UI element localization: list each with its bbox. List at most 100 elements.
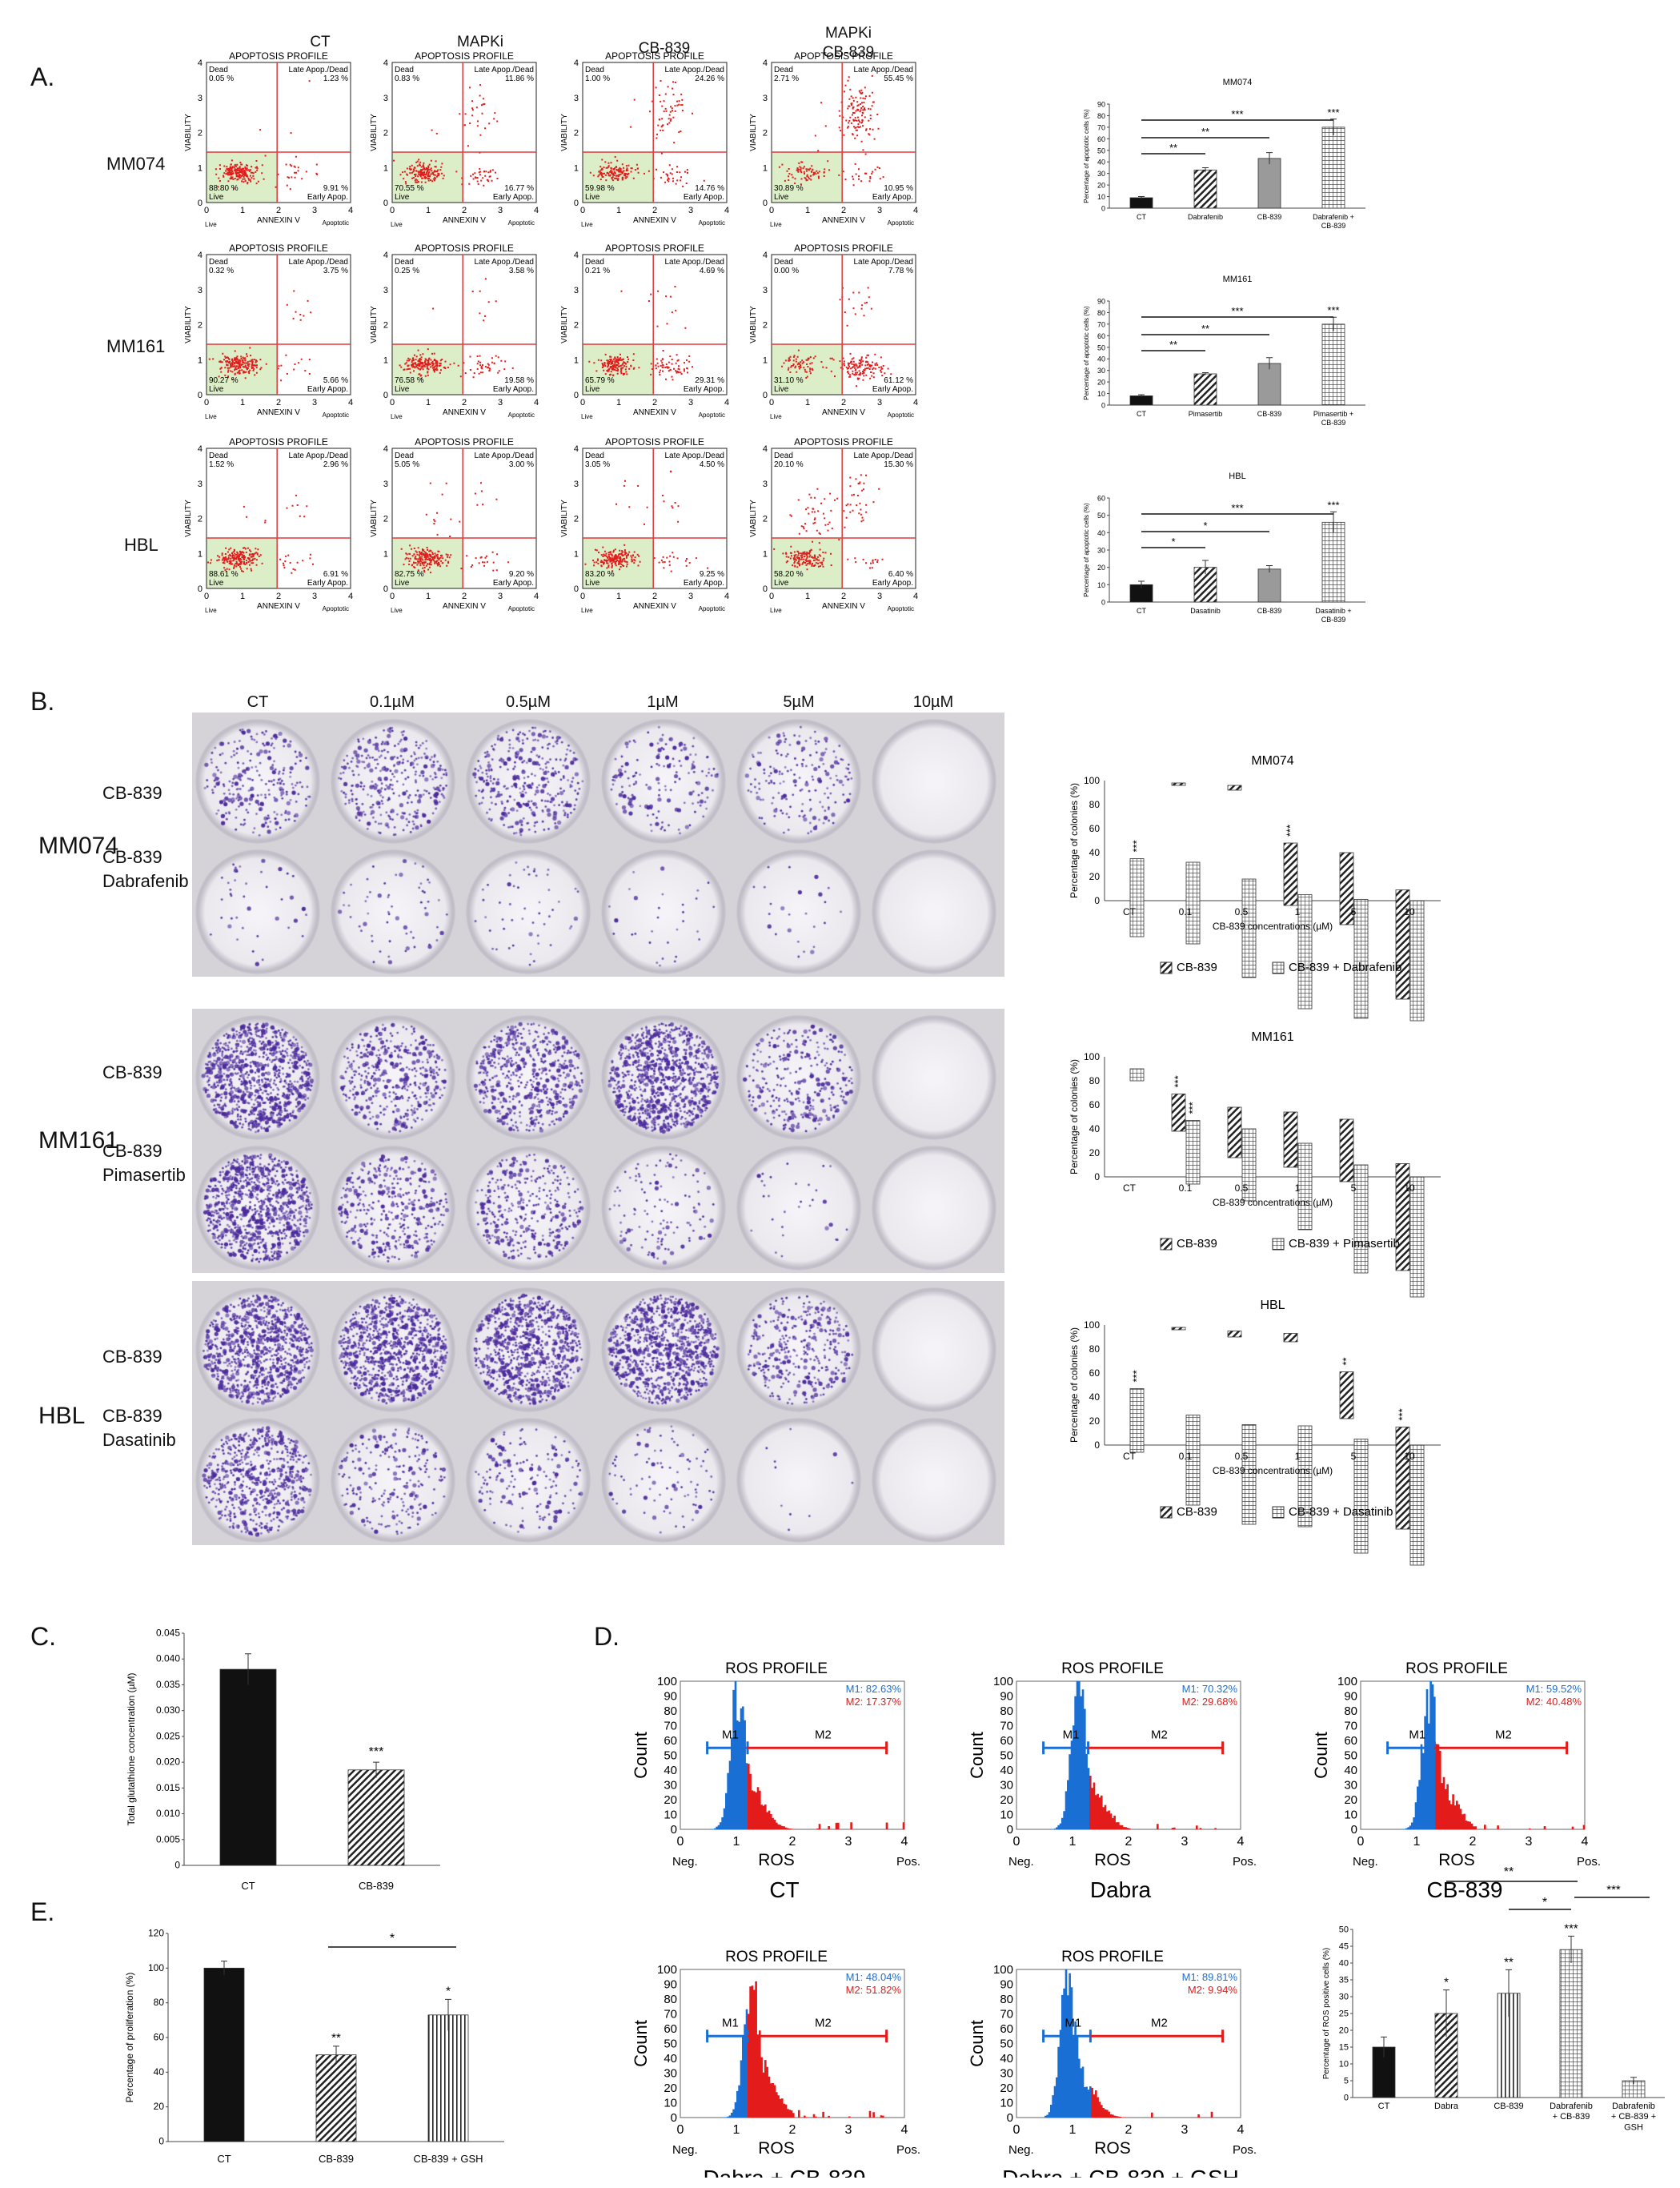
y-axis-label: Percentage of apoptotic cells (%) [1083, 109, 1090, 203]
y-tick: 4 [198, 444, 202, 454]
panel-label-d: D. [594, 1622, 619, 1651]
y-tick: 60 [1000, 2022, 1013, 2036]
y-tick: 90 [1000, 1978, 1013, 1992]
histogram-m1 [1361, 1681, 1436, 1829]
bar-cb839 [1339, 852, 1354, 925]
y-tick-label: 80 [1097, 309, 1105, 317]
y-tick: 0 [1007, 1823, 1013, 1837]
y-tick-label: 50 [1097, 147, 1105, 155]
x-tick: 0 [204, 206, 209, 215]
y-axis-label: VIABILITY [184, 500, 193, 537]
quad-value-live: 70.55 % [395, 184, 424, 193]
x-tick: 0 [1013, 1835, 1020, 1849]
x-tick: 0 [390, 206, 395, 215]
y-tick-label: 60 [154, 2032, 165, 2043]
histogram-m1 [680, 1681, 748, 1829]
quad-label-live: Live [395, 385, 410, 394]
y-tick-label: 20 [1089, 871, 1101, 882]
x-tick: 3 [877, 206, 882, 215]
quad-label-live: Live [774, 579, 789, 588]
sig-mark: *** [1397, 1408, 1409, 1420]
x-tick: 3 [688, 398, 693, 407]
y-tick: 1 [763, 549, 768, 559]
apoptosis-bar-charts: MM074 0 10 20 30 40 50 60 70 80 90 Percentage of ap… [1083, 78, 1365, 624]
y-tick: 3 [383, 94, 388, 103]
y-tick-label: 20 [1097, 182, 1105, 190]
x-axis-label: ANNEXIN V [257, 216, 300, 225]
y-axis-label: VIABILITY [560, 114, 569, 151]
y-tick: 0 [1351, 1823, 1357, 1837]
scatter-frame [582, 62, 728, 203]
y-tick-label: 70 [1097, 123, 1105, 131]
cell-line-label: MM161 [38, 1127, 119, 1154]
chart-title: HBL [1260, 1299, 1285, 1312]
y-tick: 3 [198, 286, 202, 295]
x-axis-right: Apoptotic [888, 219, 914, 227]
y-tick-label: 70 [1097, 320, 1105, 328]
x-tick: 2 [841, 398, 846, 407]
sig-mark: ** [1169, 142, 1177, 154]
y-tick: 0 [763, 584, 768, 594]
sig-mark: *** [1564, 1921, 1578, 1935]
y-tick-label: 0.005 [156, 1833, 180, 1845]
y-tick: 2 [763, 129, 768, 139]
y-tick: 80 [664, 1993, 677, 2006]
error-bar [373, 1761, 379, 1778]
y-tick: 20 [1000, 2082, 1013, 2095]
y-tick: 0 [198, 584, 202, 594]
category-label: CB-839 [1321, 616, 1346, 624]
category-label: CT [1123, 1182, 1137, 1194]
apoptosis-chart-1: MM161 0 10 20 30 40 50 60 70 80 90 Percentage of ap… [1083, 275, 1365, 427]
y-axis-label: Total glutathione concentration (µM) [126, 1672, 137, 1825]
y-axis-label: VIABILITY [370, 500, 379, 537]
x-tick: 2 [1469, 1835, 1477, 1849]
category-label: + CB-839 + [1611, 2112, 1656, 2122]
error-bar [221, 1961, 227, 1975]
quad-label-early: Early Apop. [493, 579, 534, 588]
y-tick-label: 25 [1339, 2009, 1349, 2019]
histogram-m1 [680, 2009, 748, 2118]
x-tick: 0 [204, 592, 209, 601]
y-axis-label: Count [631, 2020, 651, 2067]
bar-cb839 [1283, 842, 1298, 906]
quad-label-late: Late Apop./Dead [474, 66, 534, 74]
sig-mark: *** [1327, 304, 1339, 316]
cond-combo: MAPKi CB-839 [800, 24, 896, 62]
x-axis-left: Live [391, 221, 403, 228]
sig-mark: *** [1187, 1102, 1199, 1114]
y-tick: 40 [1000, 2052, 1013, 2066]
quad-value-dead: 1.00 % [585, 74, 610, 83]
quad-value-late: 11.86 % [505, 74, 534, 83]
quad-label-early: Early Apop. [872, 193, 913, 202]
quad-label-late: Late Apop./Dead [474, 258, 534, 267]
y-axis-label: VIABILITY [560, 306, 569, 343]
legend-label-combo: CB-839 + Dasatinib [1289, 1505, 1393, 1519]
category-label: CT [1137, 410, 1146, 418]
x-tick: 2 [1125, 2123, 1133, 2137]
x-axis-left: Live [770, 221, 782, 228]
x-tick: 3 [312, 206, 317, 215]
histogram-m2 [1089, 1776, 1241, 1829]
histogram-m1 [1016, 1681, 1090, 1829]
gate-m2-label: M2 [1151, 2016, 1168, 2029]
error-bar [1266, 152, 1273, 165]
bar-0 [1129, 197, 1153, 209]
quad-value-live: 82.75 % [395, 570, 424, 579]
quad-value-dead: 0.00 % [774, 267, 799, 275]
x-tick: 4 [901, 2123, 908, 2137]
category-label: 0.5 [1235, 906, 1249, 917]
y-tick-label: 0 [1101, 205, 1105, 213]
quad-value-late: 7.78 % [888, 267, 913, 275]
y-tick-label: 10 [1097, 581, 1105, 589]
scatter-points [399, 278, 514, 379]
y-tick-label: 0 [1344, 2094, 1349, 2103]
quad-value-live: 90.27 % [209, 376, 239, 385]
quad-value-dead: 0.83 % [395, 74, 419, 83]
y-tick-label: 0.045 [156, 1628, 180, 1639]
error-bar [245, 1653, 251, 1685]
